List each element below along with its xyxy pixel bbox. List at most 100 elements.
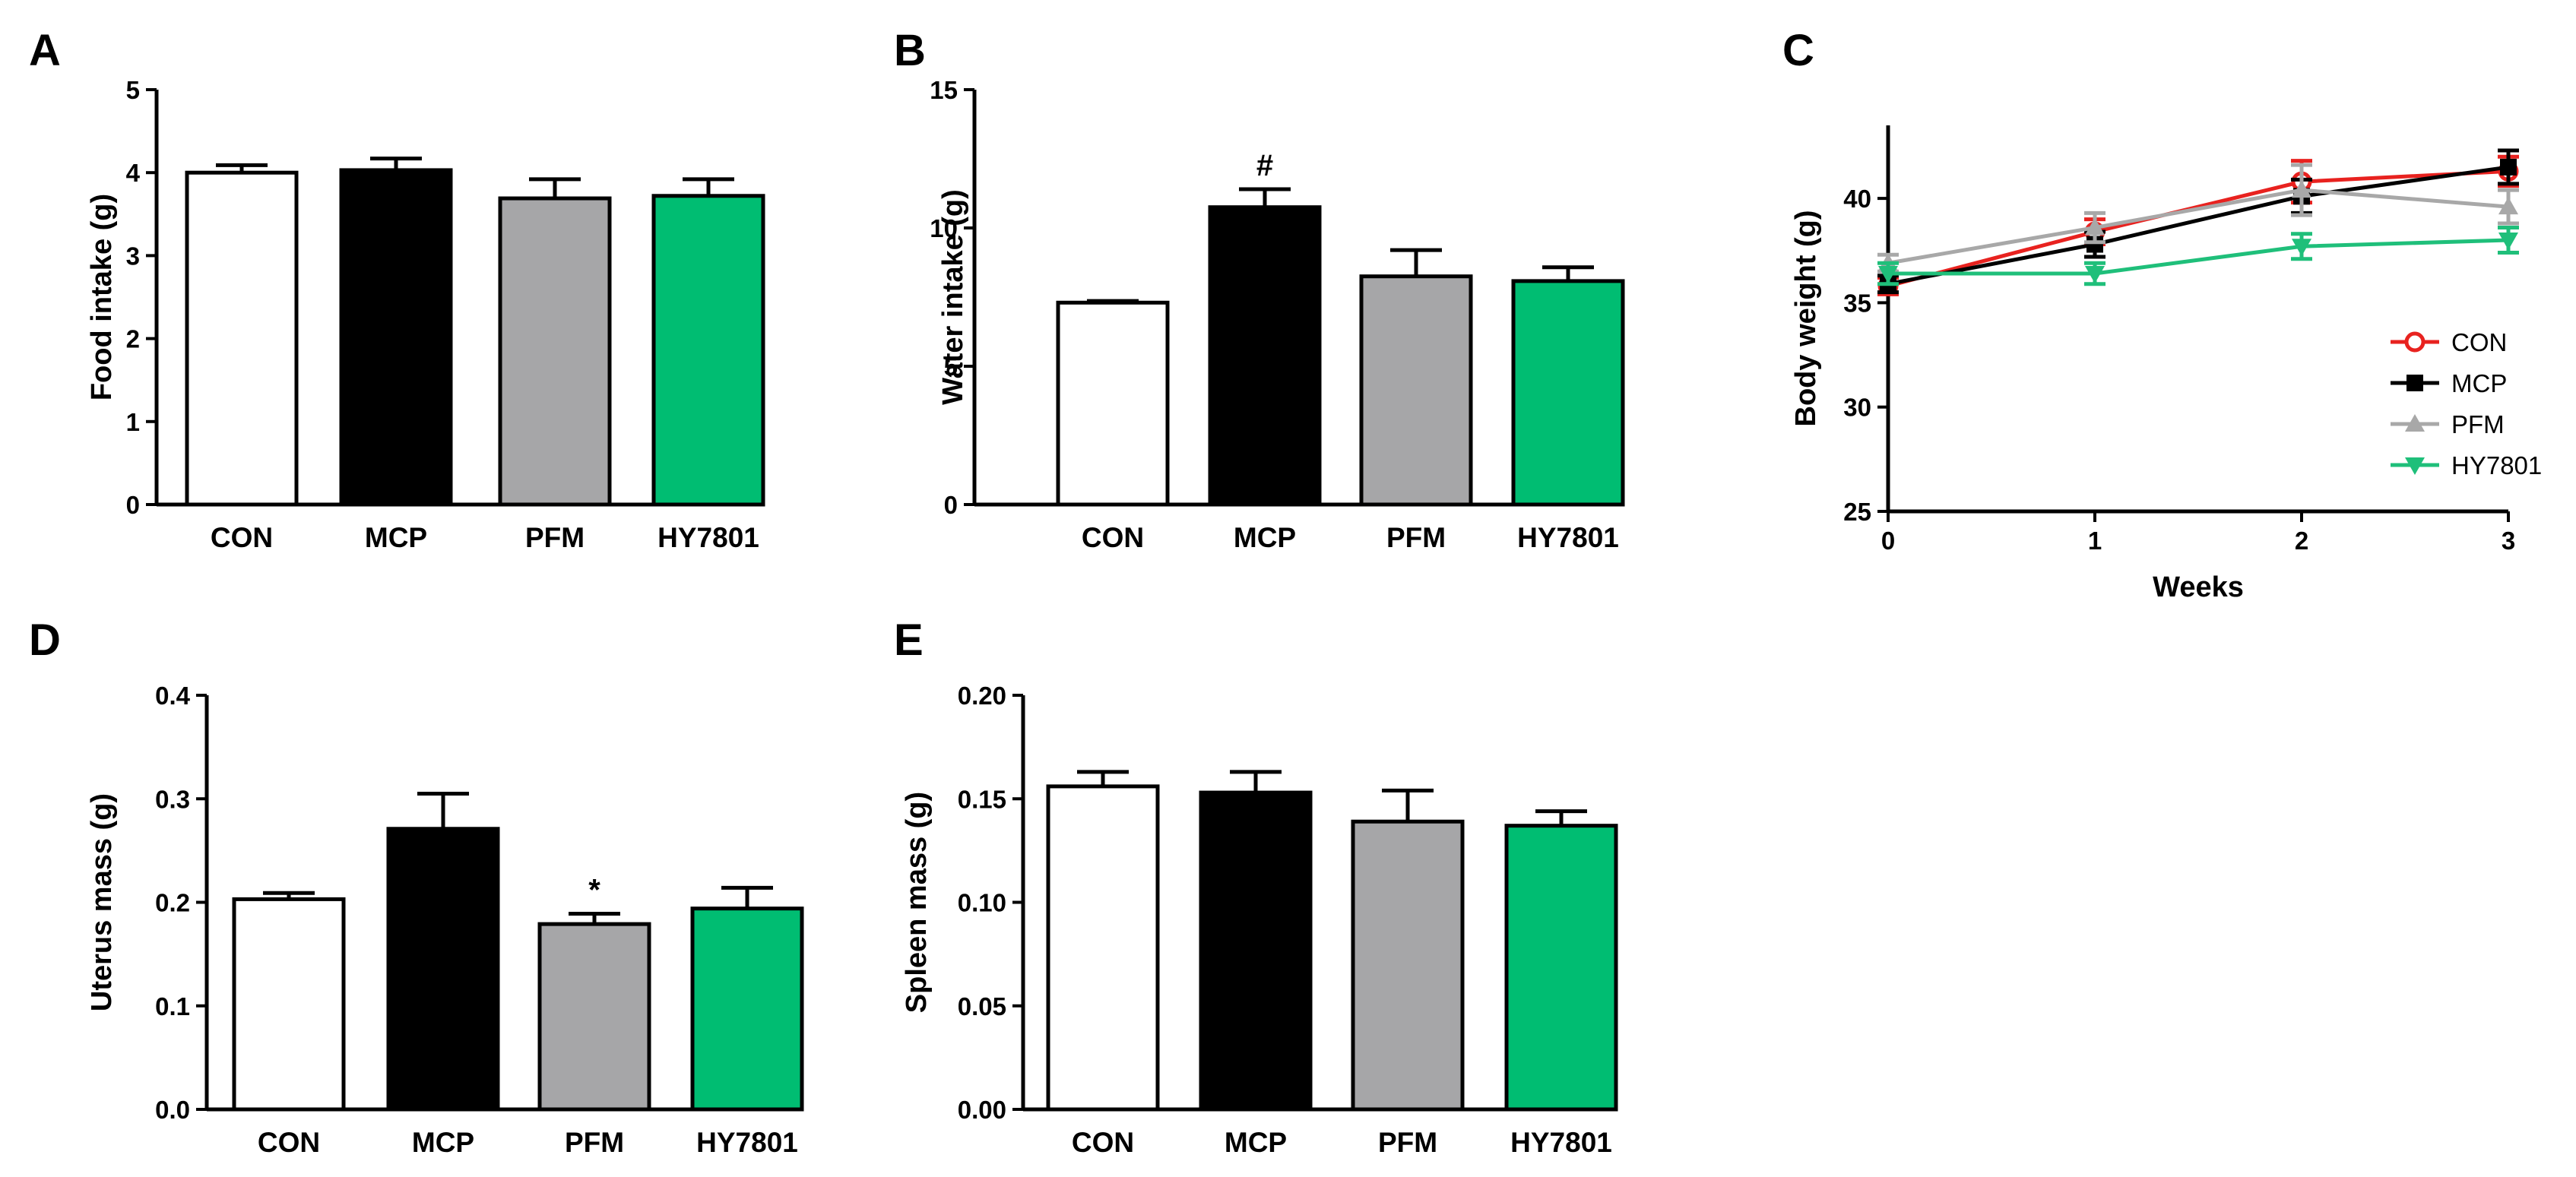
chart4-panel-e-ytick-label-2: 0.10 <box>958 889 1006 917</box>
chart2-panel-c-ytick-label-1: 30 <box>1843 394 1871 422</box>
chart2-panel-c-ytick-label-0: 25 <box>1843 498 1871 526</box>
chart1-panel-b-xtick-hy7801: HY7801 <box>1517 522 1619 553</box>
chart3-panel-d-bar-pfm <box>537 922 651 1112</box>
chart2-panel-c-legend-label-pfm: PFM <box>2451 410 2505 438</box>
chart1-panel-b-ytick-label-2: 10 <box>930 214 958 242</box>
chart0-panel-a-letter: A <box>29 26 61 75</box>
chart3-panel-d-bar-hy7801 <box>690 906 804 1112</box>
chart2-panel-c-legend-marker-mcp <box>2406 375 2423 391</box>
chart0-panel-a-bar-hy7801 <box>651 194 765 507</box>
chart0-panel-a-xtick-hy7801: HY7801 <box>657 522 759 553</box>
chart2-panel-c-point-pfm-1 <box>2085 217 2105 236</box>
chart2-panel-c-point-mcp-3 <box>2500 158 2517 176</box>
chart0-panel-a-xtick-mcp: MCP <box>365 522 427 553</box>
chart1-panel-b-ytick-label-0: 0 <box>944 491 958 519</box>
chart3-panel-d-annotation-pfm: * <box>588 873 600 906</box>
chart2-panel-c-point-hy7801-3 <box>2498 233 2518 251</box>
chart0-panel-a-ytick-label-1: 1 <box>126 408 140 436</box>
chart2-panel-c-point-hy7801-0 <box>1878 265 1898 283</box>
chart2-panel-c-legend-label-con: CON <box>2451 328 2507 356</box>
chart3-panel-d-ytick-label-1: 0.1 <box>155 992 190 1020</box>
chart4-panel-e-ytick-label-4: 0.20 <box>958 682 1006 710</box>
chart3-panel-d-xtick-con: CON <box>258 1127 320 1158</box>
chart1-panel-b-xtick-mcp: MCP <box>1234 522 1296 553</box>
chart3-panel-d-xtick-pfm: PFM <box>565 1127 624 1158</box>
chart4-panel-e-letter: E <box>894 615 924 665</box>
chart3-panel-d-ytick-label-3: 0.3 <box>155 785 190 813</box>
chart2-panel-c: C 25 30 35 40 0 1 2 3 CON MCP PFM HY7801 Body weight … <box>1782 26 2542 603</box>
chart0-panel-a: A CON MCP PFM HY7801 0 1 2 3 4 5 Food intake (g) <box>29 26 765 553</box>
chart0-panel-a-ytick-label-3: 3 <box>126 242 140 270</box>
chart2-panel-c-legend-marker-pfm <box>2405 414 2425 432</box>
chart2-panel-c-xlabel: Weeks <box>2153 571 2244 603</box>
chart2-panel-c-legend-marker-hy7801 <box>2405 457 2425 475</box>
chart0-panel-a-bar-mcp <box>339 168 453 507</box>
chart2-panel-c-point-pfm-3 <box>2498 197 2518 215</box>
chart2-panel-c-xtick-label-1: 1 <box>2088 527 2102 555</box>
chart4-panel-e-bar-mcp <box>1199 790 1313 1112</box>
chart0-panel-a-ytick-label-5: 5 <box>126 76 140 104</box>
chart3-panel-d-bar-con <box>232 897 346 1112</box>
chart4-panel-e-xtick-mcp: MCP <box>1225 1127 1287 1158</box>
chart0-panel-a-bar-pfm <box>498 196 612 507</box>
chart4-panel-e-xtick-con: CON <box>1072 1127 1134 1158</box>
chart3-panel-d-xtick-hy7801: HY7801 <box>696 1127 798 1158</box>
chart2-panel-c-letter: C <box>1782 26 1814 75</box>
chart2-panel-c-point-hy7801-1 <box>2085 265 2105 283</box>
chart4-panel-e-xtick-pfm: PFM <box>1378 1127 1437 1158</box>
chart0-panel-a-xtick-con: CON <box>211 522 273 553</box>
chart4-panel-e-ytick-label-0: 0.00 <box>958 1096 1006 1124</box>
chart2-panel-c-legend-marker-con <box>2404 331 2425 353</box>
chart1-panel-b-bar-pfm <box>1359 274 1473 507</box>
chart2-panel-c-line-pfm <box>1887 188 2509 265</box>
chart4-panel-e-xtick-hy7801: HY7801 <box>1510 1127 1612 1158</box>
chart1-panel-b-ylabel: Water intake (g) <box>937 189 969 405</box>
chart2-panel-c-line-con <box>1887 169 2509 288</box>
chart2-panel-c-xtick-label-2: 2 <box>2295 527 2308 555</box>
chart1-panel-b-annotation-mcp: # <box>1256 149 1273 182</box>
chart4-panel-e-bar-pfm <box>1351 819 1465 1112</box>
chart1-panel-b-bar-con <box>1056 300 1170 507</box>
chart1-panel-b-ytick-label-3: 15 <box>930 76 958 104</box>
chart3-panel-d-xtick-mcp: MCP <box>412 1127 474 1158</box>
chart1-panel-b-bar-hy7801 <box>1511 279 1625 507</box>
chart1-panel-b-xtick-pfm: PFM <box>1386 522 1446 553</box>
chart4-panel-e-ylabel: Spleen mass (g) <box>901 792 933 1013</box>
chart4-panel-e-bar-con <box>1046 784 1160 1112</box>
chart3-panel-d-ylabel: Uterus mass (g) <box>86 793 118 1011</box>
chart2-panel-c-point-hy7801-2 <box>2292 239 2311 257</box>
chart3-panel-d-ytick-label-4: 0.4 <box>155 682 191 710</box>
chart2-panel-c-point-mcp-1 <box>2086 236 2103 253</box>
chart3-panel-d-bar-mcp <box>386 827 500 1112</box>
chart0-panel-a-ytick-label-2: 2 <box>126 325 140 353</box>
chart2-panel-c-ytick-label-2: 35 <box>1843 289 1871 317</box>
chart2-panel-c-xtick-label-0: 0 <box>1881 527 1895 555</box>
chart1-panel-b-letter: B <box>894 26 926 75</box>
chart0-panel-a-bar-con <box>185 170 299 507</box>
chart2-panel-c-ylabel: Body weight (g) <box>1790 210 1822 427</box>
chart2-panel-c-legend: CON MCP PFM HY7801 <box>2391 328 2542 479</box>
chart3-panel-d: D CON MCP * PFM HY7801 0.0 0.1 0.2 0.3 0.4 Uterus m… <box>29 615 804 1158</box>
chart2-panel-c-line-mcp <box>1887 165 2509 286</box>
chart4-panel-e-ytick-label-1: 0.05 <box>958 992 1006 1020</box>
chart0-panel-a-ylabel: Food intake (g) <box>86 194 118 400</box>
chart0-panel-a-xtick-pfm: PFM <box>525 522 585 553</box>
chart2-panel-c-ytick-label-3: 40 <box>1843 185 1871 213</box>
chart2-panel-c-legend-label-hy7801: HY7801 <box>2451 451 2542 479</box>
chart1-panel-b-xtick-con: CON <box>1082 522 1144 553</box>
chart2-panel-c-legend-label-mcp: MCP <box>2451 369 2507 397</box>
chart1-panel-b-ytick-label-1: 5 <box>944 353 958 381</box>
chart3-panel-d-ytick-label-0: 0.0 <box>155 1096 190 1124</box>
chart1-panel-b: B CON # MCP PFM HY7801 0 5 10 15 Water intake (g) <box>894 26 1625 553</box>
chart1-panel-b-bar-mcp <box>1208 205 1322 507</box>
chart2-panel-c-xtick-label-3: 3 <box>2502 527 2515 555</box>
chart2-panel-c-point-pfm-2 <box>2292 180 2311 198</box>
chart0-panel-a-ytick-label-0: 0 <box>126 491 140 519</box>
chart4-panel-e-ytick-label-3: 0.15 <box>958 785 1006 813</box>
chart3-panel-d-letter: D <box>29 615 61 665</box>
chart4-panel-e: E CON MCP PFM HY7801 0.00 0.05 0.10 0.15 0.20 Sple… <box>894 615 1618 1158</box>
chart0-panel-a-ytick-label-4: 4 <box>126 159 141 187</box>
chart2-panel-c-line-hy7801 <box>1888 238 2509 276</box>
chart3-panel-d-ytick-label-2: 0.2 <box>155 889 190 917</box>
